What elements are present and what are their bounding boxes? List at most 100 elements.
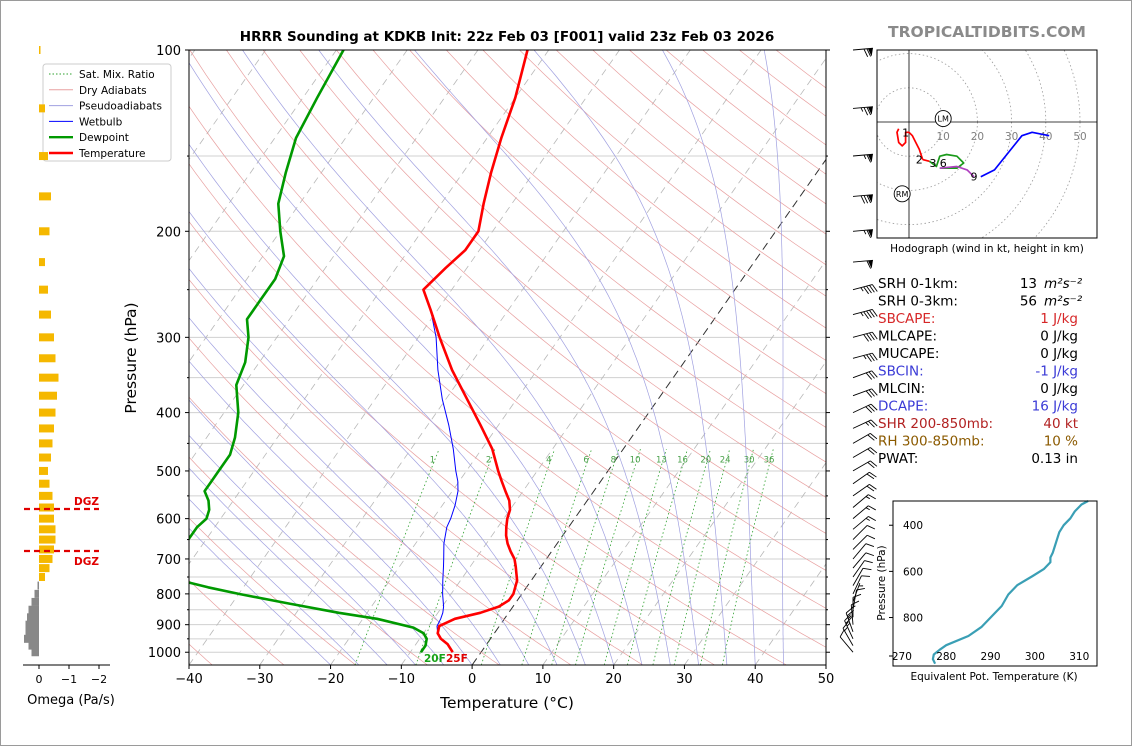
wind-barb bbox=[850, 600, 860, 625]
wind-barb bbox=[852, 543, 875, 560]
omega-bar bbox=[39, 258, 45, 267]
hodograph-ring-label: 10 bbox=[937, 131, 950, 143]
temperature-line bbox=[422, 50, 529, 653]
skewt-legend: Sat. Mix. Ratio Dry Adiabats Pseudoadiabat… bbox=[42, 63, 172, 162]
pseudoadiabat bbox=[189, 399, 445, 665]
omega-bar bbox=[28, 605, 39, 614]
index-label: PWAT: bbox=[878, 451, 918, 467]
index-value: 16 J/kg bbox=[1032, 399, 1078, 415]
index-label: SHR 200-850mb: bbox=[878, 416, 993, 432]
omega-bar bbox=[37, 581, 39, 590]
wind-barb bbox=[852, 516, 876, 530]
index-value: 0.13 in bbox=[1031, 451, 1078, 467]
y-tick-label: 400 bbox=[156, 407, 181, 422]
index-label: SRH 0-1km: bbox=[878, 276, 958, 292]
storm-motion-label: LM bbox=[938, 115, 949, 124]
storm-motion-marker bbox=[893, 185, 911, 203]
hodograph-ring-label: 20 bbox=[971, 131, 984, 143]
skewt-axes: −40 −30 −20 −10 0 10 20 30 40 50 100 200 300 400 500 60… bbox=[148, 44, 834, 687]
wind-barb bbox=[852, 47, 873, 57]
omega-bar bbox=[39, 333, 54, 342]
hodograph-height-label: 2 bbox=[916, 154, 923, 167]
thetae-x-tick-label: 270 bbox=[892, 651, 912, 663]
isotherm-line bbox=[189, 50, 337, 262]
storm-motion-marker bbox=[934, 110, 952, 128]
omega-tick-label: −1 bbox=[61, 673, 77, 686]
omega-bar bbox=[39, 466, 48, 475]
index-value: 0 J/kg bbox=[1040, 329, 1078, 345]
omega-panel: 0 −1 −2 bbox=[23, 46, 110, 686]
omega-bar bbox=[39, 152, 48, 161]
index-label: SBCIN: bbox=[878, 364, 924, 380]
storm-motion-label: RM bbox=[896, 190, 909, 199]
index-label: DCAPE: bbox=[878, 399, 928, 415]
y-tick-label: 900 bbox=[156, 619, 181, 634]
hodograph-ring-label: 50 bbox=[1073, 131, 1086, 143]
wind-barb bbox=[845, 607, 854, 632]
omega-bar bbox=[39, 227, 50, 236]
thetae-panel: 270 280 290 300 310 400 600 800 bbox=[889, 500, 1098, 667]
pseudoadiabat bbox=[189, 467, 388, 665]
omega-bar bbox=[39, 439, 53, 448]
wind-barb bbox=[852, 259, 873, 269]
omega-bar bbox=[39, 391, 57, 400]
hodograph-ring-label: 30 bbox=[1005, 131, 1018, 143]
omega-bar bbox=[39, 373, 59, 382]
mixing-ratio-line bbox=[722, 448, 774, 665]
thetae-y-tick-label: 800 bbox=[903, 613, 923, 625]
legend-label: Wetbulb bbox=[79, 116, 123, 128]
wind-barb bbox=[852, 433, 878, 444]
pseudoadiabat bbox=[189, 317, 501, 665]
isotherm-line bbox=[189, 50, 550, 565]
omega-bar bbox=[34, 589, 39, 598]
wind-barb bbox=[852, 419, 878, 429]
dry-adiabat bbox=[226, 50, 826, 571]
wind-barb bbox=[852, 505, 876, 519]
pseudoadiabat bbox=[189, 62, 615, 665]
index-value: 13 bbox=[1020, 276, 1037, 292]
omega-bar bbox=[39, 104, 45, 113]
wind-barb bbox=[852, 534, 876, 550]
x-tick-label: −40 bbox=[175, 672, 202, 687]
mixing-ratio-line bbox=[627, 448, 688, 665]
wind-barb bbox=[852, 494, 876, 508]
hodograph-segment bbox=[922, 158, 930, 163]
omega-bar bbox=[39, 564, 50, 573]
x-tick-label: 10 bbox=[535, 672, 552, 687]
thetae-y-tick-label: 600 bbox=[903, 566, 923, 578]
hodograph-segment bbox=[939, 165, 975, 178]
pseudoadiabat bbox=[189, 434, 416, 665]
mixing-ratio-line bbox=[354, 448, 440, 665]
hodograph-segment bbox=[896, 128, 924, 160]
mixing-ratio-label: 10 bbox=[630, 456, 641, 466]
surface-dewpoint-label: 20F bbox=[424, 653, 446, 665]
wind-barb bbox=[852, 331, 878, 342]
pseudoadiabat bbox=[242, 50, 643, 665]
dry-adiabat bbox=[189, 105, 826, 648]
legend-label: Dewpoint bbox=[79, 132, 129, 144]
wind-barb bbox=[852, 403, 878, 414]
pseudoadiabat bbox=[189, 498, 360, 665]
index-value: 10 % bbox=[1044, 434, 1078, 450]
dry-adiabat bbox=[372, 50, 826, 428]
wind-barb bbox=[852, 471, 877, 485]
skewt-background-lines bbox=[189, 50, 826, 665]
x-tick-label: 0 bbox=[468, 672, 476, 687]
site-watermark: TROPICALTIDBITS.COM bbox=[888, 23, 1086, 41]
y-tick-label: 1000 bbox=[148, 646, 181, 661]
thetae-y-tick-label: 400 bbox=[903, 520, 923, 532]
omega-bar bbox=[39, 310, 51, 319]
thetae-x-tick-label: 290 bbox=[981, 651, 1001, 663]
omega-bar bbox=[39, 46, 41, 54]
omega-bar bbox=[27, 613, 39, 622]
dewpoint-line bbox=[189, 50, 428, 653]
isotherm-line bbox=[189, 50, 408, 363]
dry-adiabat bbox=[446, 50, 826, 361]
thetae-x-tick-label: 310 bbox=[1069, 651, 1089, 663]
mixing-ratio-label: 20 bbox=[700, 456, 711, 466]
dgz-bottom-label: DGZ bbox=[74, 556, 99, 568]
index-unit: m²s⁻² bbox=[1044, 294, 1083, 310]
x-tick-label: −30 bbox=[246, 672, 273, 687]
pseudoadiabat bbox=[189, 267, 530, 665]
